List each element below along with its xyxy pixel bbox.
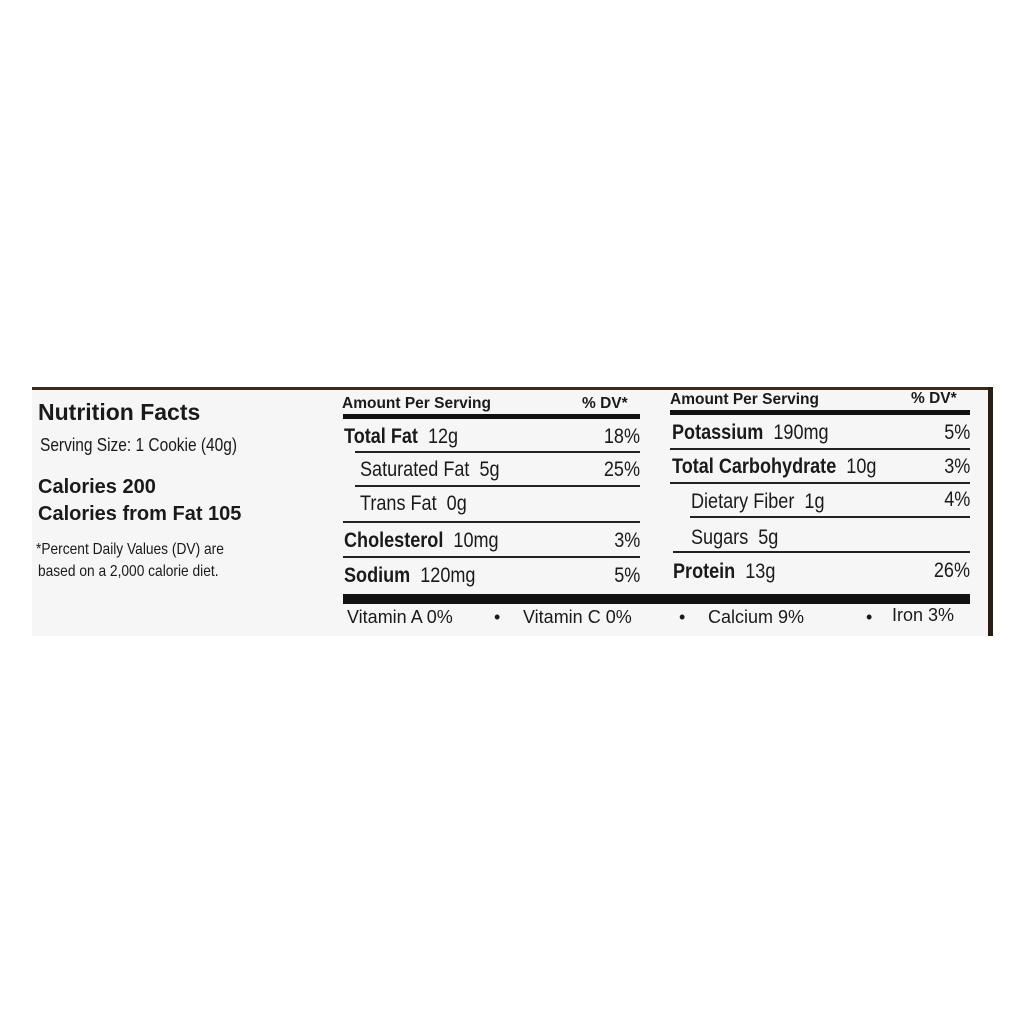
- nutrient-cholesterol: Cholesterol 10mg: [344, 529, 499, 552]
- dv-sodium: 5%: [613, 564, 640, 587]
- nutrient-sugars: Sugars 5g: [691, 526, 779, 549]
- bullet-separator: •: [866, 607, 873, 627]
- iron: Iron 3%: [892, 605, 955, 625]
- thick-divider: [343, 594, 970, 604]
- right-header-dv: % DV*: [911, 390, 957, 407]
- dv-saturated-fat: 25%: [603, 458, 640, 481]
- footnote-line-2: based on a 2,000 calorie diet.: [38, 563, 219, 580]
- nutrient-dietary-fiber: Dietary Fiber 1g: [691, 490, 825, 513]
- divider: [690, 516, 970, 518]
- dv-total-carbohydrate: 3%: [943, 455, 970, 478]
- middle-header-dv: % DV*: [582, 395, 628, 412]
- divider: [343, 414, 640, 419]
- divider: [673, 551, 970, 553]
- vitamin-c: Vitamin C 0%: [523, 607, 632, 627]
- divider: [670, 482, 970, 484]
- middle-header-amount: Amount Per Serving: [342, 395, 491, 412]
- nutrient-total-fat: Total Fat 12g: [344, 425, 459, 448]
- divider: [355, 485, 640, 487]
- bullet-separator: •: [679, 607, 686, 627]
- package-edge: [988, 387, 993, 636]
- dv-cholesterol: 3%: [613, 529, 640, 552]
- serving-size: Serving Size: 1 Cookie (40g): [40, 435, 238, 455]
- dv-dietary-fiber: 4%: [943, 488, 970, 511]
- nutrient-potassium: Potassium 190mg: [672, 421, 829, 444]
- footnote-line-1: *Percent Daily Values (DV) are: [36, 541, 224, 558]
- dv-protein: 26%: [933, 559, 970, 582]
- divider: [670, 410, 970, 415]
- vitamin-a: Vitamin A 0%: [347, 607, 453, 627]
- right-header-amount: Amount Per Serving: [670, 391, 819, 408]
- nutrient-sodium: Sodium 120mg: [344, 564, 476, 587]
- nutrient-protein: Protein 13g: [673, 560, 776, 583]
- calcium: Calcium 9%: [708, 607, 805, 627]
- divider: [343, 521, 640, 523]
- nutrient-trans-fat: Trans Fat 0g: [360, 492, 467, 515]
- bullet-separator: •: [494, 607, 501, 627]
- calories: Calories 200: [38, 476, 156, 498]
- divider: [670, 448, 970, 450]
- dv-total-fat: 18%: [603, 425, 640, 448]
- dv-potassium: 5%: [943, 421, 970, 444]
- label-title: Nutrition Facts: [38, 399, 201, 425]
- divider: [355, 451, 640, 453]
- divider: [343, 556, 640, 558]
- calories-from-fat: Calories from Fat 105: [38, 503, 242, 525]
- nutrient-total-carbohydrate: Total Carbohydrate 10g: [672, 455, 877, 478]
- nutrient-saturated-fat: Saturated Fat 5g: [360, 458, 500, 481]
